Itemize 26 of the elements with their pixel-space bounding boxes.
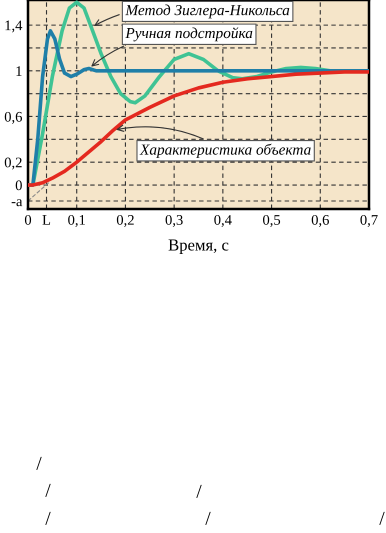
text: / (36, 456, 42, 470)
line-series (28, 70, 369, 187)
y-tick-label: -a (12, 199, 22, 206)
x-tick-label: 0,4 (214, 214, 232, 227)
text: / (45, 484, 51, 497)
y-tick-label: 0 (16, 180, 22, 190)
x-tick-label: 0,5 (263, 214, 280, 227)
y-tick-label: 0,6 (4, 112, 22, 124)
series-label: Ручная подстройка (125, 27, 252, 42)
text: Метод Зиглера-Никольса (125, 4, 290, 18)
text: / (205, 512, 211, 525)
text: / (45, 512, 51, 525)
y-tick-label: 1 (16, 66, 22, 76)
x-tick-label: 0 (24, 214, 32, 225)
x-axis-title: Время, с (168, 240, 228, 254)
y-tick-label: 1,4 (6, 20, 22, 32)
x-tick-label: 0,7 (360, 214, 378, 227)
text: / (196, 484, 202, 498)
x-tick-label: 0,6 (312, 214, 329, 227)
text: / (379, 512, 385, 525)
x-tick-label: L (42, 215, 50, 225)
x-tick-label: 0,2 (116, 214, 134, 227)
x-tick-label: 0,3 (166, 214, 183, 227)
series-label: Характеристика объекта (140, 144, 311, 158)
y-tick-label: 0,2 (4, 158, 22, 170)
x-tick-label: 0,1 (68, 214, 85, 227)
